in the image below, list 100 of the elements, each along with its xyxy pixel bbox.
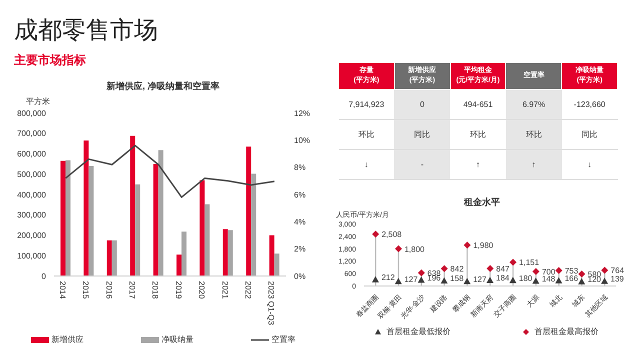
- y2-tick-label: 12%: [294, 108, 310, 118]
- text: -: [394, 150, 450, 180]
- x-tick-label: 2019: [174, 281, 183, 300]
- bar: [60, 160, 66, 276]
- bar: [251, 174, 256, 276]
- y-tick-label: 0: [42, 272, 47, 281]
- y2-tick-label: 0%: [294, 272, 306, 281]
- data-label: 166: [564, 274, 579, 284]
- text: 0: [394, 90, 450, 120]
- point: [418, 269, 425, 276]
- bar: [106, 240, 112, 276]
- bar: [135, 184, 140, 276]
- point: [394, 245, 402, 252]
- data-label: 184: [496, 274, 510, 283]
- point: [486, 264, 494, 272]
- point: [372, 230, 380, 238]
- y2-tick-label: 8%: [294, 163, 306, 172]
- bar: [158, 150, 164, 276]
- text: 环比: [506, 120, 562, 150]
- x-tick-label: 2018: [150, 281, 160, 300]
- y-tick-label: 700,000: [17, 129, 47, 138]
- data-label: 1,800: [404, 244, 426, 254]
- y-tick-label: 800,000: [17, 108, 47, 118]
- bar: [274, 254, 280, 276]
- bar: [84, 140, 89, 276]
- text: ↑: [506, 150, 562, 180]
- x-tick-label: 2020: [197, 281, 206, 300]
- bar: [112, 240, 117, 276]
- y2-tick-label: 2%: [294, 244, 306, 254]
- x-tick-label: 2015: [81, 281, 90, 300]
- point: [464, 278, 471, 284]
- chart-title: 租金水平: [462, 196, 501, 209]
- y-tick-label: 200,000: [17, 231, 47, 240]
- data-label: 127: [473, 274, 487, 284]
- bar: [246, 146, 252, 276]
- point: [532, 268, 540, 276]
- bar: [130, 136, 136, 276]
- point: [510, 258, 517, 266]
- y2-tick-label: 6%: [294, 190, 306, 200]
- point: [578, 278, 586, 284]
- y-axis-title: 平方米: [26, 96, 51, 107]
- point: [532, 277, 540, 284]
- x-tick-label: 2021: [220, 281, 230, 300]
- point: [372, 276, 379, 282]
- data-label: 1,980: [473, 241, 494, 250]
- bar: [153, 164, 158, 276]
- point: [601, 278, 608, 284]
- x-tick-label: 2016: [104, 281, 114, 300]
- x-tick-label: 2022: [244, 281, 253, 300]
- data-label: 700: [542, 268, 556, 277]
- y2-tick-label: 10%: [294, 136, 310, 146]
- data-label: 212: [381, 273, 396, 282]
- text: ↓: [338, 150, 394, 180]
- data-label: 753: [564, 266, 579, 276]
- text: 主要市场指标: [14, 52, 87, 69]
- text: 7,914,923: [338, 90, 394, 120]
- x-tick-label: 2014: [58, 281, 67, 300]
- y2-tick-label: 4%: [294, 218, 306, 227]
- y-tick-label: 100,000: [17, 251, 47, 260]
- text: 环比: [338, 120, 394, 150]
- line-series: [64, 144, 276, 198]
- text: 同比: [562, 120, 618, 150]
- point: [394, 278, 402, 284]
- bar: [88, 166, 94, 276]
- bar: [65, 160, 70, 276]
- legend-label: 首层租金最低报价: [386, 326, 450, 337]
- point: [440, 277, 448, 284]
- data-label: 127: [404, 274, 418, 284]
- y-tick-label: 500,000: [17, 170, 47, 179]
- x-tick-label: 2023 Q1-Q3: [266, 281, 276, 326]
- text: 同比: [394, 120, 450, 150]
- x-tick-label: 2017: [128, 281, 137, 300]
- point: [418, 276, 425, 283]
- bar: [200, 180, 205, 276]
- data-label: 158: [450, 274, 464, 284]
- data-label: 180: [518, 274, 533, 283]
- data-label: 764: [610, 266, 625, 276]
- text: ↑: [450, 150, 506, 180]
- data-label: 2,508: [382, 230, 402, 240]
- text: 成都零售市场: [14, 16, 159, 46]
- point: [440, 265, 448, 272]
- point: [509, 276, 516, 284]
- bar: [222, 229, 228, 276]
- text: 环比: [450, 120, 506, 150]
- chart-title: 新增供应, 净吸纳量和空置率: [105, 80, 220, 93]
- bar: [269, 235, 274, 276]
- text: ↓: [562, 150, 618, 180]
- point: [464, 242, 471, 249]
- bar: [181, 232, 186, 276]
- bar: [176, 254, 182, 276]
- point: [555, 277, 562, 284]
- legend-label: 首层租金最高报价: [534, 326, 598, 337]
- data-label: 847: [496, 264, 510, 274]
- data-label: 842: [450, 264, 464, 274]
- y-tick-label: 300,000: [17, 210, 47, 220]
- legend-label: 空置率: [272, 334, 296, 345]
- point: [486, 276, 494, 283]
- bar: [228, 230, 233, 276]
- point: [601, 266, 608, 274]
- bar: [204, 204, 210, 276]
